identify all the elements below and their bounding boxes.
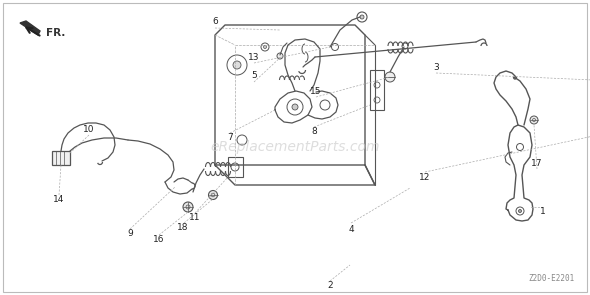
Text: 4: 4 <box>348 224 354 234</box>
Bar <box>52 151 70 165</box>
Text: 9: 9 <box>127 230 133 238</box>
Text: 14: 14 <box>53 196 65 204</box>
Circle shape <box>519 209 522 212</box>
Polygon shape <box>20 21 40 35</box>
Text: 7: 7 <box>227 134 233 142</box>
Circle shape <box>360 15 364 19</box>
Circle shape <box>264 45 267 48</box>
Circle shape <box>385 72 395 82</box>
Text: 6: 6 <box>212 17 218 27</box>
Circle shape <box>530 116 538 124</box>
Text: 12: 12 <box>419 173 431 181</box>
Circle shape <box>233 61 241 69</box>
Text: 15: 15 <box>310 88 322 96</box>
Bar <box>370 70 384 110</box>
Text: 17: 17 <box>531 160 543 168</box>
Circle shape <box>277 53 283 59</box>
Text: FR.: FR. <box>46 28 65 38</box>
Circle shape <box>292 104 298 110</box>
Text: 18: 18 <box>177 224 189 232</box>
Text: 13: 13 <box>248 53 260 63</box>
Text: 1: 1 <box>540 207 546 217</box>
Circle shape <box>183 202 193 212</box>
Text: 2: 2 <box>327 281 333 289</box>
Text: 11: 11 <box>189 214 201 222</box>
Text: 3: 3 <box>433 63 439 71</box>
Text: eReplacementParts.com: eReplacementParts.com <box>210 140 380 154</box>
Text: 5: 5 <box>251 71 257 81</box>
Text: Z2D0-E2201: Z2D0-E2201 <box>529 274 575 283</box>
Circle shape <box>208 191 218 199</box>
Text: 10: 10 <box>83 125 95 135</box>
Text: 8: 8 <box>311 127 317 137</box>
Bar <box>228 157 243 177</box>
Text: 16: 16 <box>153 235 165 245</box>
